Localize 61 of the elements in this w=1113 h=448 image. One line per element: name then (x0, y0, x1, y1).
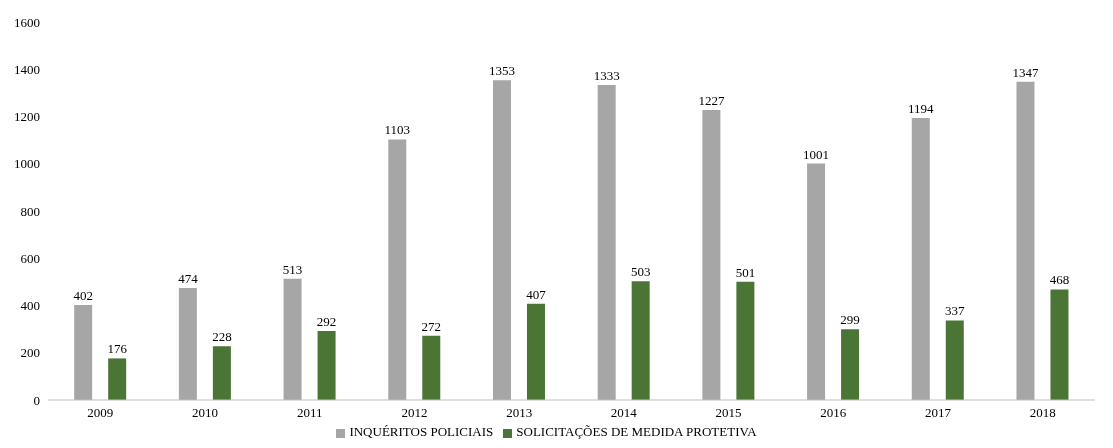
x-tick-label: 2009 (87, 405, 114, 421)
bar (1016, 81, 1035, 400)
data-label: 468 (1049, 272, 1070, 288)
bar (178, 288, 197, 400)
data-label: 474 (178, 271, 199, 287)
bar (526, 303, 545, 400)
x-tick-label: 2010 (192, 405, 219, 421)
bar (807, 163, 826, 400)
data-label: 272 (421, 318, 442, 334)
bar (108, 358, 127, 400)
bar (631, 281, 650, 400)
y-tick-label: 1600 (14, 14, 40, 30)
bar (945, 320, 964, 400)
y-tick-label: 1000 (14, 156, 40, 172)
data-label: 1227 (698, 93, 725, 109)
bar (702, 110, 721, 400)
legend-label: SOLICITAÇÕES DE MEDIDA PROTETIVA (516, 424, 757, 439)
data-label: 1347 (1012, 64, 1039, 80)
bar (597, 85, 616, 400)
data-label: 1194 (908, 100, 935, 116)
x-tick-label: 2012 (401, 405, 428, 421)
bar (283, 278, 302, 400)
data-label: 1001 (803, 146, 830, 162)
y-tick-label: 1400 (14, 61, 40, 77)
data-label: 501 (735, 264, 756, 280)
data-label: 337 (945, 303, 966, 319)
x-tick-label: 2013 (506, 405, 533, 421)
y-tick-label: 200 (20, 345, 40, 361)
bar (736, 281, 755, 400)
bar (841, 329, 860, 400)
y-tick-label: 400 (20, 298, 40, 314)
data-label: 1333 (593, 68, 620, 84)
data-label: 407 (526, 286, 547, 302)
y-tick-label: 800 (20, 203, 40, 219)
bar (317, 331, 336, 400)
x-tick-label: 2018 (1029, 405, 1056, 421)
bar (492, 80, 511, 400)
y-tick-label: 0 (33, 392, 40, 408)
data-label: 176 (107, 341, 128, 357)
data-label: 228 (212, 329, 232, 345)
data-label: 1353 (488, 63, 515, 79)
x-tick-label: 2015 (715, 405, 742, 421)
data-label: 1103 (384, 122, 411, 138)
data-label: 503 (630, 264, 651, 280)
bar (74, 305, 93, 400)
bar (388, 139, 407, 400)
bar (911, 117, 930, 400)
x-tick-label: 2014 (610, 405, 638, 421)
data-label: 402 (73, 288, 93, 304)
y-tick-label: 600 (20, 250, 40, 266)
data-label: 292 (316, 314, 337, 330)
x-tick-label: 2016 (820, 405, 847, 421)
legend-label: INQUÉRITOS POLICIAIS (349, 424, 494, 439)
x-tick-label: 2011 (296, 405, 323, 421)
x-tick-label: 2017 (924, 405, 952, 421)
bar (212, 346, 231, 400)
bar (422, 335, 441, 400)
bar (1050, 289, 1069, 400)
data-label: 299 (840, 312, 860, 328)
data-label: 513 (282, 261, 303, 277)
y-tick-label: 1200 (14, 109, 40, 125)
